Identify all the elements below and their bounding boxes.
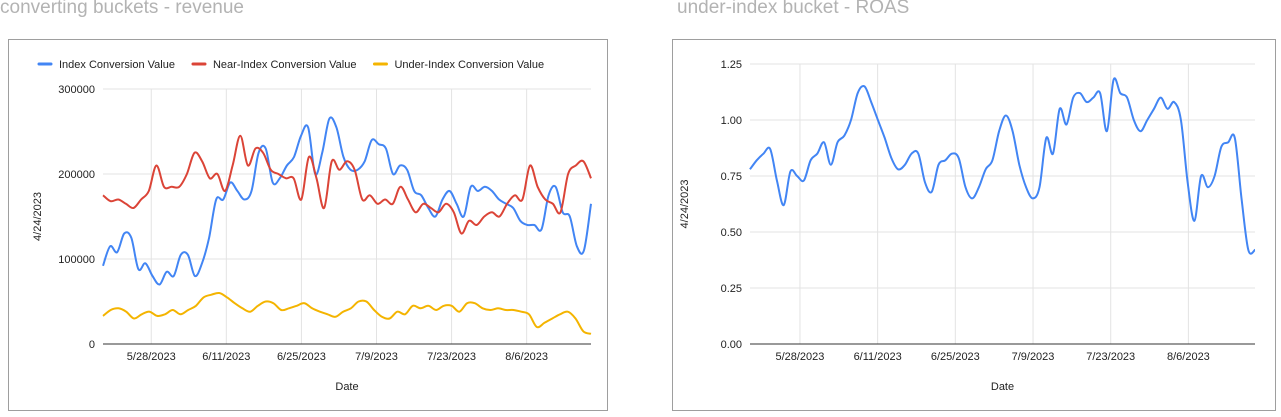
chart-panel-roas: 0.00 0.25 0.50 0.75 1.00 1.25 5/28/2023 6/11/20… <box>672 39 1276 411</box>
y-tick-label: 100000 <box>58 254 95 266</box>
x-tick-label: 6/11/2023 <box>202 351 250 363</box>
x-tick-label: 6/25/2023 <box>931 351 980 363</box>
y-tick-label: 0.50 <box>721 227 742 239</box>
series-line-index-conversion-value <box>102 116 592 286</box>
legend-label: Under-Index Conversion Value <box>394 59 544 71</box>
y-axis-label: 4/24/2023 <box>679 180 691 229</box>
y-tick-label: 200000 <box>58 169 95 181</box>
y-tick-label: 0.75 <box>721 171 742 183</box>
y-tick-label: 1.00 <box>721 115 742 127</box>
revenue-chart-svg: 0 100000 200000 300000 5/28/2023 6/11/2023 6/2… <box>32 59 592 393</box>
series-line-roas <box>749 77 1256 255</box>
x-tick-label: 8/6/2023 <box>505 351 548 363</box>
x-tick-label: 7/23/2023 <box>1086 351 1135 363</box>
series-line-under-index-conversion-value <box>102 291 592 335</box>
x-tick-label: 7/23/2023 <box>427 351 476 363</box>
x-tick-label: 7/9/2023 <box>355 351 398 363</box>
y-tick-label: 0 <box>89 339 95 351</box>
y-tick-label: 300000 <box>58 84 95 96</box>
y-tick-label: 0.25 <box>721 283 742 295</box>
x-axis-label: Date <box>991 381 1014 393</box>
x-axis-label: Date <box>335 381 358 393</box>
x-tick-label: 5/28/2023 <box>127 351 176 363</box>
x-tick-label: 6/11/2023 <box>854 351 902 363</box>
chart-panel-revenue: 0 100000 200000 300000 5/28/2023 6/11/2023 6/2… <box>8 39 608 411</box>
series-line-near-index-conversion-value <box>102 134 592 235</box>
x-tick-label: 7/9/2023 <box>1012 351 1055 363</box>
x-tick-label: 6/25/2023 <box>277 351 326 363</box>
roas-chart-svg: 0.00 0.25 0.50 0.75 1.00 1.25 5/28/2023 6/11/20… <box>679 59 1256 393</box>
x-tick-label: 5/28/2023 <box>775 351 824 363</box>
chart-title-roas: under-index bucket - ROAS <box>677 0 910 18</box>
x-tick-label: 8/6/2023 <box>1167 351 1210 363</box>
y-tick-label: 0.00 <box>721 339 742 351</box>
y-tick-label: 1.25 <box>721 59 742 71</box>
y-axis-label: 4/24/2023 <box>32 192 44 241</box>
chart-title-revenue: converting buckets - revenue <box>0 0 244 18</box>
legend-label: Index Conversion Value <box>59 59 175 71</box>
legend-label: Near-Index Conversion Value <box>213 59 356 71</box>
